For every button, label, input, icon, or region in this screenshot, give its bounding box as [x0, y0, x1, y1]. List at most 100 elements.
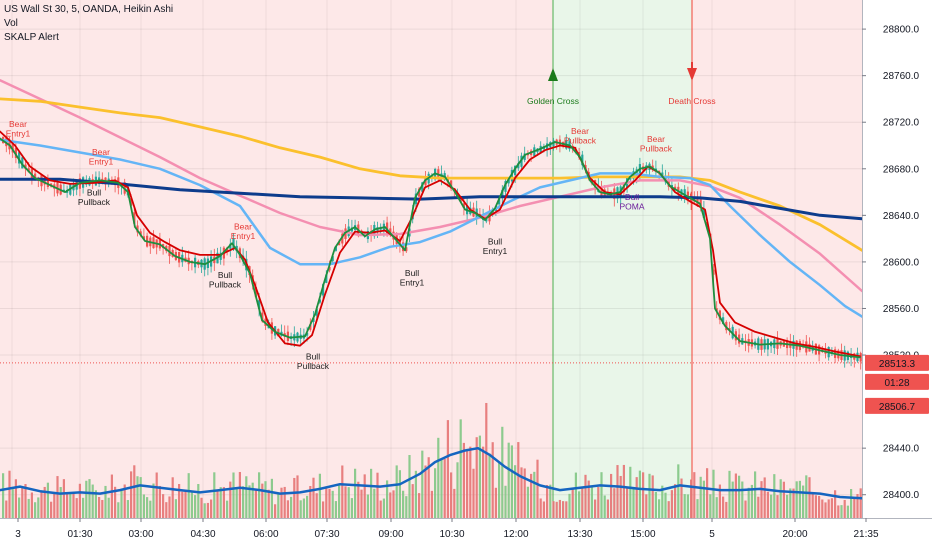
volume-bar [747, 487, 750, 518]
bear-zone [0, 0, 553, 518]
candle-body [702, 208, 705, 219]
volume-bar [562, 501, 565, 518]
volume-bar [622, 464, 625, 518]
volume-bar [712, 469, 715, 518]
volume-bar [283, 486, 286, 518]
volume-bar [11, 489, 14, 518]
candle-body [139, 231, 142, 236]
volume-bar [18, 497, 21, 518]
candle-body [421, 182, 424, 192]
low-price-badge-bg [865, 397, 929, 414]
volume-bar [782, 481, 785, 518]
volume-bar [549, 484, 552, 518]
volume-bar [261, 483, 264, 518]
volume-bar [347, 487, 350, 518]
volume-bar [584, 474, 587, 518]
volume-bar [370, 468, 373, 518]
volume-bar [382, 498, 385, 518]
volume-bar [270, 478, 273, 518]
volume-bar [78, 483, 81, 518]
volume-bar [14, 479, 17, 518]
volume-bar [62, 479, 65, 518]
volume-bar [306, 495, 309, 518]
volume-bar [530, 473, 533, 518]
volume-ma-line [0, 446, 864, 500]
volume-bar [168, 496, 171, 518]
volume-bar [373, 488, 376, 518]
volume-bar [334, 501, 337, 518]
volume-bar [818, 495, 821, 518]
volume-bar [632, 488, 635, 518]
volume-bar [587, 480, 590, 518]
volume-bar [750, 484, 753, 518]
candle-body [130, 198, 133, 206]
volume-bar [507, 442, 510, 518]
volume-bar [206, 502, 209, 518]
candle-body [462, 203, 465, 208]
volume-bar [715, 497, 718, 518]
candle-body [331, 256, 334, 262]
candle-body [712, 269, 715, 275]
volume-bar [421, 450, 424, 518]
volume-bar [741, 481, 744, 518]
signal-label-text: Entry1 [400, 277, 425, 287]
time-tick-label: 07:30 [314, 529, 339, 540]
candle-body [718, 310, 721, 320]
volume-bar [734, 473, 737, 518]
signal-label-text: Entry1 [231, 231, 256, 241]
volume-bar [229, 481, 232, 518]
candle-body [142, 236, 145, 240]
volume-bar [242, 486, 245, 518]
volume-bar [786, 494, 789, 518]
volume-bar [75, 498, 78, 518]
volume-bar [827, 499, 830, 518]
volume-bar [232, 472, 235, 518]
candle-body [312, 318, 315, 322]
study-skalp-alert[interactable]: SKALP Alert [4, 32, 59, 43]
volume-bar [699, 476, 702, 518]
volume-bar [162, 494, 165, 518]
volume-bar [302, 498, 305, 518]
volume-bar [418, 493, 421, 518]
volume-bar [290, 496, 293, 518]
volume-bar [251, 482, 254, 518]
volume-bar [776, 495, 779, 518]
volume-bar [613, 488, 616, 518]
volume-bar [222, 487, 225, 518]
volume-bar [392, 490, 395, 518]
volume-bar [514, 465, 517, 518]
volume-bar [155, 472, 158, 518]
candle-body [133, 212, 136, 224]
volume-bar [398, 470, 401, 518]
volume-bar [766, 491, 769, 518]
volume-bar [626, 487, 629, 518]
volume-bar [690, 479, 693, 518]
volume-bar [478, 435, 481, 518]
candle-body [306, 332, 309, 336]
volume-bar [472, 468, 475, 518]
volume-bar [517, 442, 520, 518]
volume-bar [610, 473, 613, 518]
volume-bar [120, 489, 123, 518]
volume-bar [309, 485, 312, 518]
volume-bar [850, 489, 853, 518]
volume-bar [139, 477, 142, 518]
volume-bar [30, 492, 33, 518]
symbol-title[interactable]: US Wall St 30, 5, OANDA, Heikin Ashi [4, 4, 174, 15]
study-vol[interactable]: Vol [4, 18, 18, 29]
golden-cross-arrow [548, 68, 558, 81]
volume-bar [360, 489, 363, 518]
volume-bar [594, 499, 597, 518]
volume-bar [389, 492, 392, 518]
volume-bar [46, 482, 49, 518]
golden-cross-label: Golden Cross [527, 96, 579, 106]
volume-bar [494, 487, 497, 518]
volume-bar [299, 500, 302, 518]
volume-bar [830, 498, 833, 518]
volume-bar [344, 486, 347, 518]
volume-bar [469, 446, 472, 518]
candle-body [507, 178, 510, 184]
time-tick-label: 20:00 [782, 529, 807, 540]
time-tick-label: 5 [709, 529, 715, 540]
